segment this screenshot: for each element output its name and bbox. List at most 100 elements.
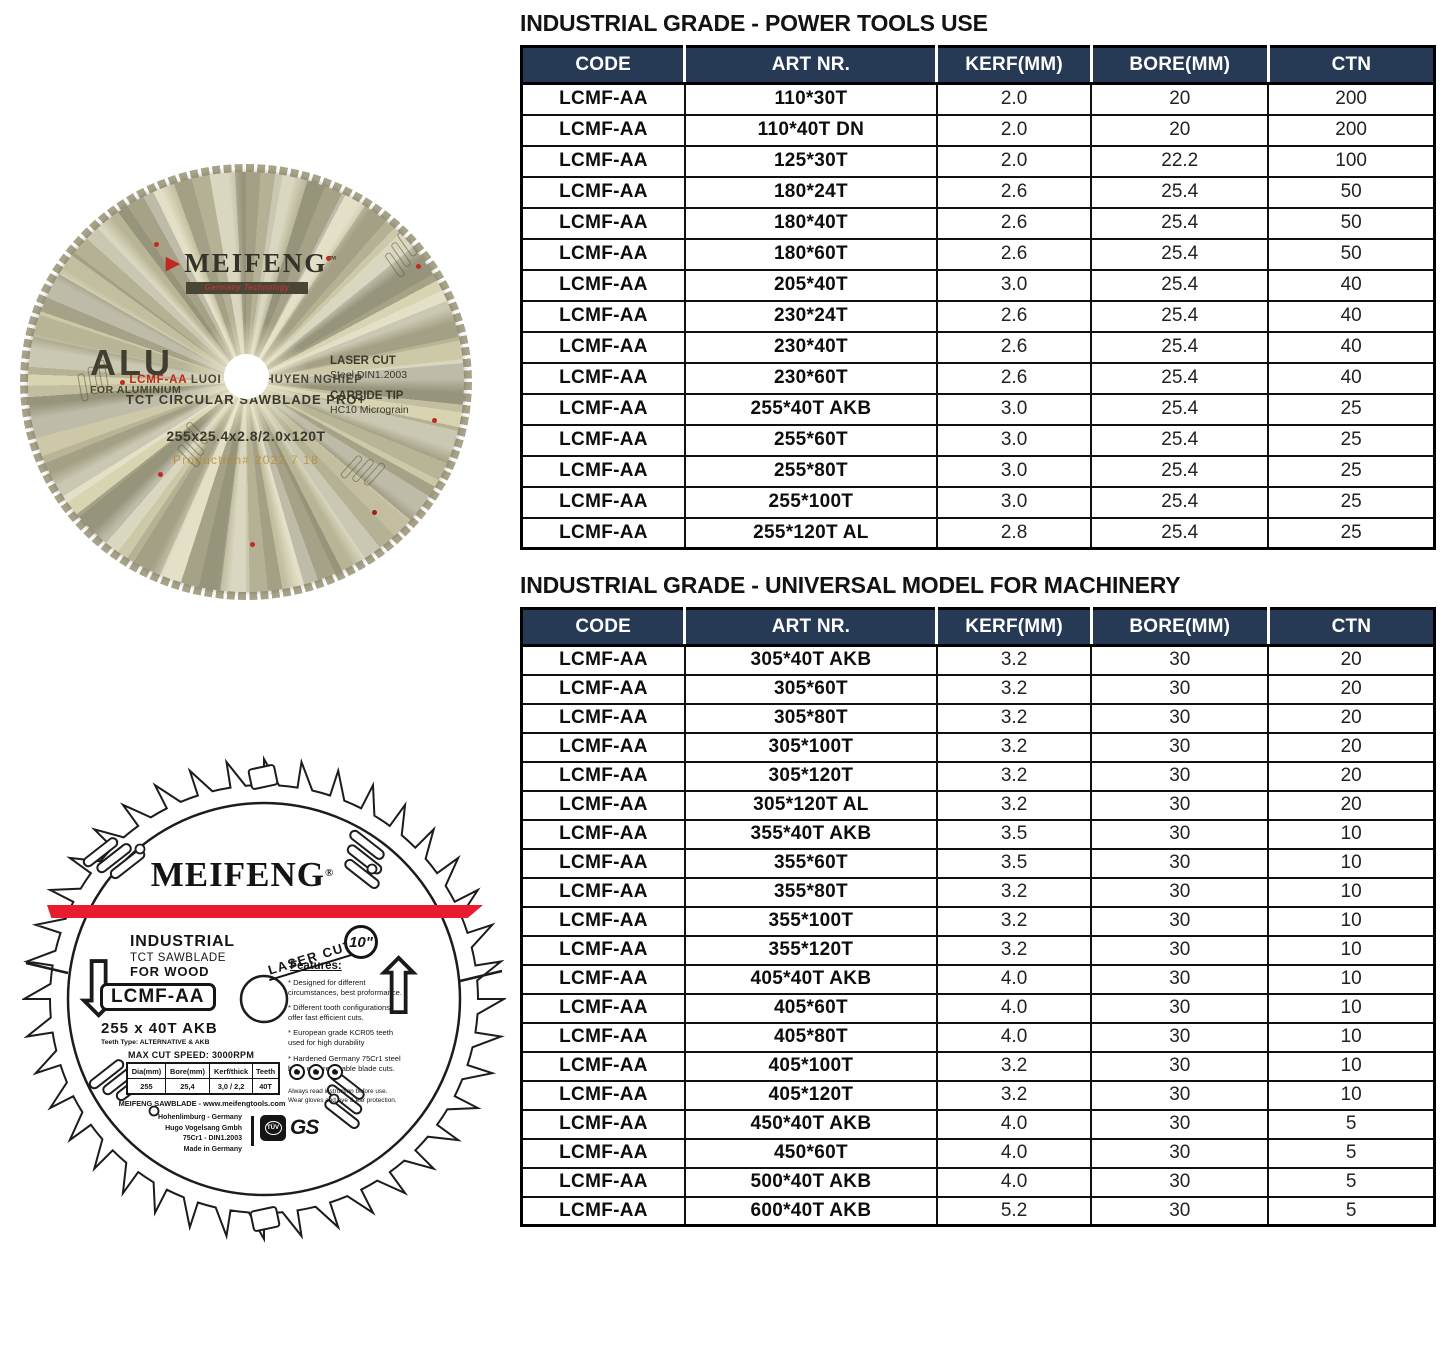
table-cell: LCMF-AA [520, 702, 686, 734]
table-cell: 450*60T [683, 1137, 938, 1169]
list-item: * European grade KCR05 teeth used for hi… [288, 1028, 394, 1048]
gs-mark-icon: GS [290, 1116, 319, 1139]
table-cell: 20 [1090, 82, 1270, 116]
column-header: Teeth [252, 1062, 280, 1079]
table-cell: 3.2 [935, 644, 1093, 676]
table-cell: 25.4 [1090, 175, 1270, 209]
table-cell: 3.0 [935, 423, 1093, 457]
table-cell: 3.0 [935, 485, 1093, 519]
table-cell: 10 [1267, 963, 1436, 995]
table-cell: LCMF-AA [520, 731, 686, 763]
table-cell: 3.0 [935, 454, 1093, 488]
table-cell: 3.2 [935, 1050, 1093, 1082]
column-header: KERF(MM) [935, 608, 1092, 647]
material-label: ALU [90, 342, 173, 383]
table-row: LCMF-AA 355*100T 3.2 30 10 [520, 905, 1436, 937]
micrograin-label: HC10 Micrograin [330, 403, 409, 416]
table-cell: 405*80T [683, 1021, 938, 1053]
table-cell: 30 [1090, 673, 1270, 705]
table-cell: 40 [1267, 330, 1436, 364]
table-row: LCMF-AA 180*40T 2.6 25.4 50 [520, 206, 1436, 240]
table-cell: LCMF-AA [520, 1137, 686, 1169]
table-cell: 5 [1267, 1166, 1436, 1198]
red-stripe [47, 905, 483, 918]
table-cell: 25.4 [1090, 485, 1270, 519]
table-cell: 305*120T [683, 760, 938, 792]
certification-marks: TÜV GS [260, 1115, 319, 1141]
laser-cut-label: LASER CUT [330, 355, 396, 367]
table-cell: 5 [1267, 1137, 1436, 1169]
table-cell: 30 [1090, 847, 1270, 879]
table-cell: 25.4 [1090, 423, 1270, 457]
features-title: Features: [290, 960, 342, 972]
column-header: ART NR. [683, 46, 937, 85]
table-cell: 25.4 [1090, 392, 1270, 426]
steel-label: Steel DIN1.2003 [330, 368, 408, 381]
table-row: LCMF-AA 305*60T 3.2 30 20 [520, 673, 1436, 705]
blade-specs-right: LASER CUT Steel DIN1.2003 CARBIDE TIP HC… [330, 354, 409, 417]
table-row: LCMF-AA 600*40T AKB 5.2 30 5 [520, 1195, 1436, 1227]
table-cell: LCMF-AA [520, 847, 686, 879]
table-cell: 25 [1267, 423, 1436, 457]
table-cell: LCMF-AA [520, 237, 686, 271]
product-line: TCT CIRCULAR SAWBLADE PRO+ [125, 392, 367, 407]
table-cell: LCMF-AA [520, 963, 686, 995]
table-cell: 30 [1090, 1050, 1270, 1082]
safety-note-line1: Always read instruction before use. [288, 1088, 388, 1095]
table-cell: 50 [1267, 206, 1436, 240]
table-cell: 355*100T [683, 905, 938, 937]
table-cell: 230*24T [683, 299, 938, 333]
table-cell: LCMF-AA [520, 673, 686, 705]
table-cell: 30 [1090, 731, 1270, 763]
table-cell: 230*60T [683, 361, 938, 395]
table-row: LCMF-AA 255*80T 3.0 25.4 25 [520, 454, 1436, 488]
table-cell: LCMF-AA [520, 992, 686, 1024]
table-cell: 355*80T [683, 876, 938, 908]
table-cell: LCMF-AA [520, 1166, 686, 1198]
table-cell: 255 [126, 1078, 166, 1095]
logo-banner: Germany Technology [186, 282, 308, 294]
table-cell: 305*60T [683, 673, 938, 705]
table-cell: 20 [1267, 702, 1436, 734]
table-cell: 355*40T AKB [683, 818, 938, 850]
table-cell: 4.0 [935, 1108, 1093, 1140]
table-cell: 20 [1090, 113, 1270, 147]
table-row: LCMF-AA 230*40T 2.6 25.4 40 [520, 330, 1436, 364]
safety-note: Always read instruction before use. Wear… [288, 1087, 418, 1106]
table-cell: 3,0 / 2,2 [209, 1078, 254, 1095]
table-cell: 255*120T AL [683, 516, 938, 550]
table-row: LCMF-AA 305*120T 3.2 30 20 [520, 760, 1436, 792]
safety-note-line2: Wear gloves and eye & ear protection. [288, 1097, 397, 1105]
table-cell: 125*30T [683, 144, 938, 178]
table-cell: 3.2 [935, 934, 1093, 966]
arbor-hole [224, 354, 269, 399]
read-manual-icon [289, 1064, 305, 1080]
table-title-power-tools: INDUSTRIAL GRADE - POWER TOOLS USE [520, 10, 988, 36]
mini-spec-table: Dia(mm) Bore(mm) Kerf/thick Teeth 255 25,4 3,… [126, 1062, 280, 1095]
table-cell: LCMF-AA [520, 454, 686, 488]
table-cell: LCMF-AA [520, 905, 686, 937]
table-row: LCMF-AA 305*40T AKB 3.2 30 20 [520, 644, 1436, 676]
list-item: Hugo Vogelsang Gmbh [165, 1124, 242, 1132]
alu-saw-blade-photo: ▶MEIFENG™ Germany Technology LCMF-AA LUO… [20, 164, 472, 600]
table-cell: LCMF-AA [520, 485, 686, 519]
table-row: LCMF-AA 355*120T 3.2 30 10 [520, 934, 1436, 966]
table-cell: 4.0 [935, 992, 1093, 1024]
table-row: LCMF-AA 180*24T 2.6 25.4 50 [520, 175, 1436, 209]
table-cell: LCMF-AA [520, 268, 686, 302]
table-title-machinery: INDUSTRIAL GRADE - UNIVERSAL MODEL FOR M… [520, 572, 1181, 598]
table-cell: LCMF-AA [520, 82, 686, 116]
table-cell: 3.2 [935, 760, 1093, 792]
table-cell: LCMF-AA [520, 330, 686, 364]
table-cell: LCMF-AA [520, 113, 686, 147]
table-row: LCMF-AA 405*100T 3.2 30 10 [520, 1050, 1436, 1082]
table-cell: 180*40T [683, 206, 938, 240]
table-cell: 10 [1267, 992, 1436, 1024]
table-cell: LCMF-AA [520, 934, 686, 966]
table-cell: LCMF-AA [520, 144, 686, 178]
table-cell: 30 [1090, 963, 1270, 995]
table-section-machinery: INDUSTRIAL GRADE - UNIVERSAL MODEL FOR M… [520, 572, 1436, 1227]
table-cell: 180*60T [683, 237, 938, 271]
table-cell: LCMF-AA [520, 361, 686, 395]
table-cell: 255*100T [683, 485, 938, 519]
